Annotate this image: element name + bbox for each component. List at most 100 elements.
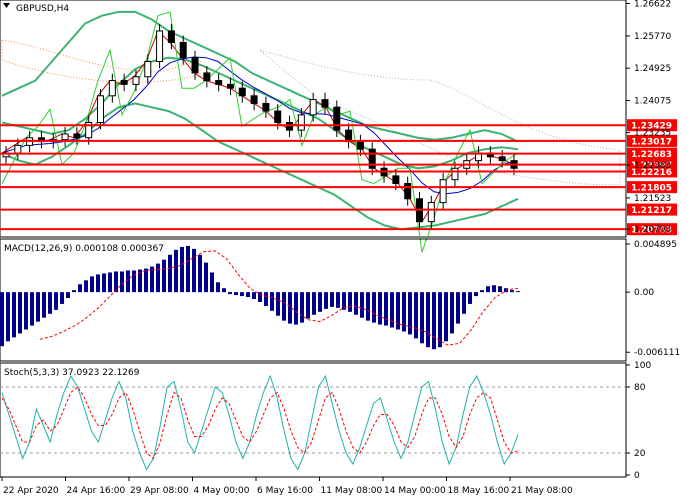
macd-y-tick-label: 0.00 [634,288,654,298]
macd-bar [234,292,238,296]
macd-bar [168,254,172,293]
macd-bar [288,292,292,324]
macd-bar [138,269,142,293]
price-panel-frame [0,0,627,238]
stochastic-panel-title: Stoch(5,3,3) 37.0923 22.1269 [4,368,140,378]
macd-bar [474,292,478,297]
macd-bar [252,292,256,300]
candle-body [97,95,105,124]
stochastic-y-tick-label: 0 [634,471,640,481]
candle-body [368,148,376,169]
macd-bar [180,246,184,293]
candle-body [404,183,412,200]
macd-bar [12,292,16,338]
macd-bar [444,292,448,342]
macd-bar [174,249,178,293]
macd-bar [384,292,388,326]
macd-bar [390,292,394,328]
price-y-tick-label: 1.23235 [634,129,671,139]
price-level-tag [627,203,677,216]
macd-bar [162,259,166,293]
macd-bar [480,290,484,293]
cloud-segment-a [1,39,201,83]
price-y-tick-label: 1.21523 [634,194,671,204]
macd-bar [312,292,316,315]
stochastic-panel: 100 80 20 0 Stoch(5,3,3) 37.0923 22.1269 [0,361,651,481]
price-levels: 1.234291.230171.226831.223971.222161.218… [0,119,677,236]
macd-bar [60,292,64,304]
macd-bar [156,263,160,293]
price-level-tag [627,165,677,178]
price-level-tag [627,223,677,236]
price-y-tick-label: 1.24075 [634,97,671,107]
price-level-tag [627,181,677,194]
macd-bar [216,282,220,293]
price-panel: 1.234291.230171.226831.223971.222161.218… [0,0,677,253]
stochastic-y-axis: 100 80 20 0 [626,361,651,481]
macd-bar [354,292,358,315]
macd-bar [198,254,202,293]
macd-bar [72,290,76,293]
time-tick-label: 21 May 08:00 [511,486,573,496]
stochastic-lines [1,374,519,471]
macd-bar [348,292,352,312]
stochastic-main-line [1,374,519,471]
candle-body [286,122,294,131]
macd-bar [408,292,412,335]
candle-body [238,87,246,97]
candle-body [108,80,116,97]
macd-bar [486,286,490,293]
candle-body [191,57,199,74]
macd-bar [78,284,82,293]
candle-body [73,133,81,139]
macd-bar [6,292,10,342]
macd-bar [42,292,46,318]
candle-body [156,30,164,62]
macd-bar [462,292,466,314]
macd-bar [360,292,364,318]
macd-bar [294,292,298,325]
macd-bar [114,271,118,293]
macd-bar [498,286,502,293]
price-panel-title: GBPUSD,H4 [16,4,69,14]
price-level-tag [627,134,677,147]
macd-bar [54,292,58,310]
price-level-tag [627,119,677,132]
candle-body [439,179,447,204]
candle-body [85,122,93,139]
candle-body [427,202,435,223]
candle-body [309,99,317,116]
macd-bar [210,272,214,293]
macd-bar [318,292,322,312]
price-y-axis: 1.26622 1.25770 1.24925 1.24075 1.23235 1.223… [626,0,671,235]
time-tick-label: 14 May 00:00 [384,486,446,496]
macd-bar [30,292,34,326]
time-tick-label: 22 Apr 2020 [3,486,59,496]
macd-bar [258,292,262,302]
time-tick-label: 6 May 16:00 [257,486,313,496]
macd-bar [492,285,496,293]
time-tick-label: 24 Apr 16:00 [67,486,126,496]
macd-bar [306,292,310,319]
macd-bar [300,292,304,323]
candle-body [226,83,234,89]
triangle-down-icon [3,3,10,8]
macd-bar [66,292,70,299]
price-level-label: 1.23429 [631,122,672,132]
macd-signal-line [39,250,519,346]
macd-bar [144,268,148,293]
macd-bar [48,292,52,314]
candle-body [250,95,258,104]
macd-y-tick-label: -0.006111 [634,348,680,358]
stochastic-signal-line [1,386,519,460]
macd-bar [192,248,196,293]
candle-body [14,144,22,154]
macd-bar [510,290,514,293]
macd-bar [324,292,328,309]
time-tick-label: 4 May 00:00 [194,486,250,496]
macd-bar [456,292,460,324]
stochastic-y-tick-label: 100 [634,361,651,371]
price-level-tag [627,147,677,160]
macd-panel-title: MACD(12,26,9) 0.000108 0.000367 [4,244,164,254]
